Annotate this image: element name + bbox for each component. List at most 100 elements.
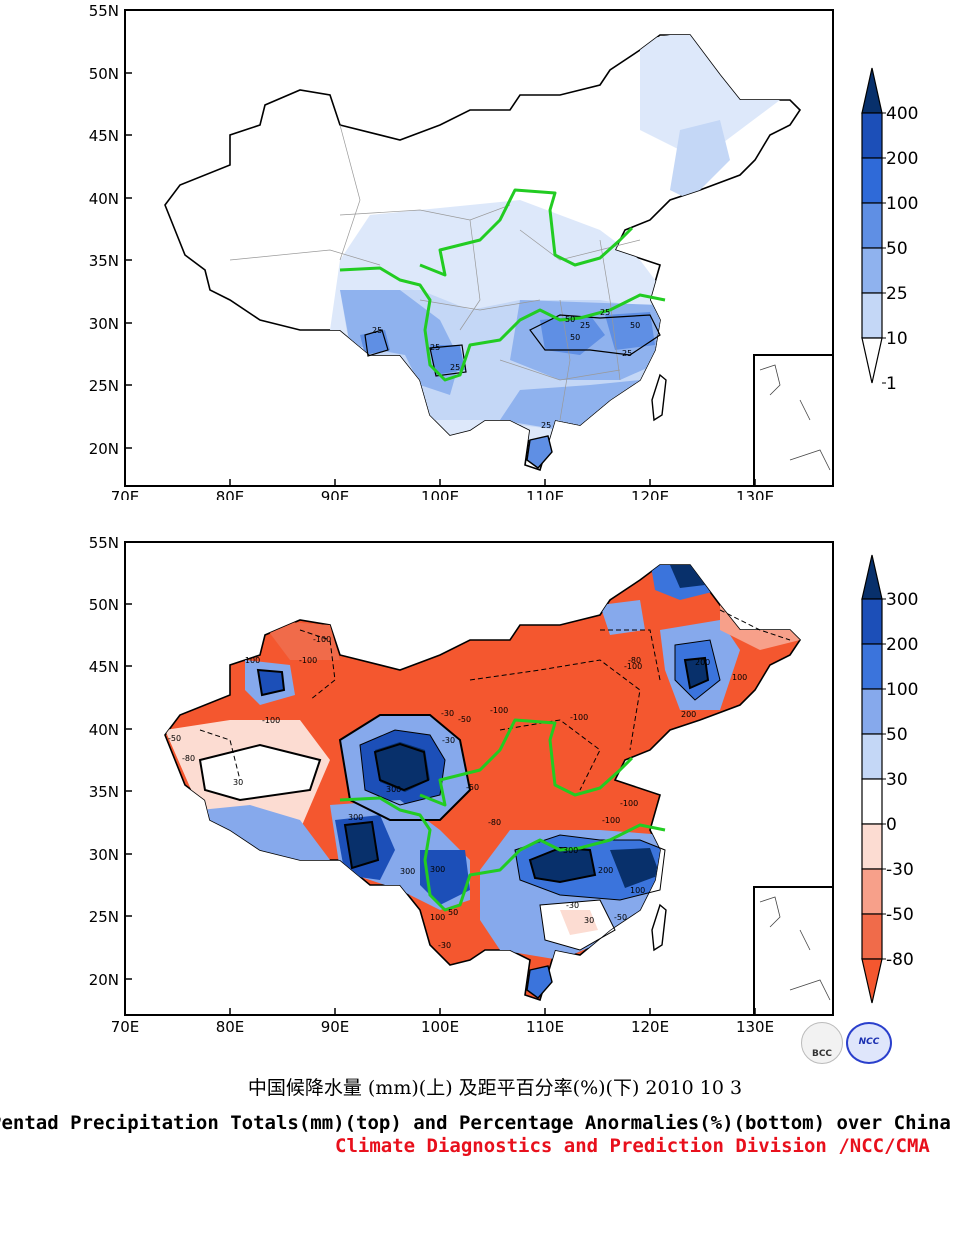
lat-label: 50N [89, 596, 119, 614]
shade-ne-core [685, 658, 708, 688]
lat-label: 55N [89, 534, 119, 552]
contour-label: -50 [614, 913, 627, 922]
colorbar-segment [861, 292, 883, 339]
colorbar-label: 0 [886, 815, 897, 835]
shade-west-white [200, 745, 320, 800]
contour-label: 50 [565, 315, 575, 324]
contour-label: 200 [681, 710, 696, 719]
colorbar-segment [861, 247, 883, 294]
colorbar-top-triangle [861, 554, 883, 600]
colorbar-segment [861, 688, 883, 735]
colorbar-segment [861, 598, 883, 645]
contour-label: -100 [490, 706, 508, 715]
contour-label: -100 [570, 713, 588, 722]
shade-qinghai-core [375, 742, 430, 792]
bottom-contours [198, 639, 721, 951]
shade-xj-nw [260, 620, 340, 660]
contour-label: -30 [566, 901, 579, 910]
ncc-logo: NCC [846, 1022, 892, 1064]
bottom-taiwan [651, 903, 667, 952]
lon-label: 80E [216, 1018, 245, 1036]
lat-label: 40N [89, 721, 119, 739]
top-map-panel: 25 25 25 50 25 25 50 50 25 25 55N 50N 45… [0, 0, 960, 500]
lat-label: 35N [89, 252, 119, 270]
yellow-river [419, 188, 634, 277]
contour-label: 30 [233, 778, 243, 787]
top-lon-axis: 70E 80E 90E 100E 110E 120E 130E [111, 488, 774, 500]
colorbar-bottom-triangle [861, 337, 883, 384]
shade-nw-ne-blue [600, 600, 645, 635]
top-rivers [339, 188, 666, 382]
bottom-hainan [526, 965, 553, 999]
top-inset-islands [759, 364, 831, 471]
colorbar-segment [861, 157, 883, 204]
top-ticks [125, 72, 756, 486]
caption-division: Climate Diagnostics and Prediction Divis… [335, 1135, 930, 1157]
colorbar-label: 1 [886, 374, 897, 394]
colorbar-label: 10 [886, 329, 908, 349]
bottom-map-panel: -100 -100 -100 -50 -80 -100 -30 -50 300 … [0, 530, 960, 1050]
colorbar-label: 50 [886, 239, 908, 259]
colorbar-segment [861, 202, 883, 249]
contour-label: 300 [400, 867, 415, 876]
lat-label: 30N [89, 846, 119, 864]
colorbar-label: 200 [886, 635, 918, 655]
colorbar-segment [861, 913, 883, 960]
lat-label: 50N [89, 65, 119, 83]
shade-tibet-west [200, 805, 330, 860]
lat-label: 25N [89, 908, 119, 926]
yangtze-river [339, 796, 666, 912]
lat-label: 45N [89, 127, 119, 145]
bottom-inset-islands [759, 896, 831, 1001]
contour-label: -30 [442, 736, 455, 745]
top-taiwan [651, 373, 667, 422]
contour-label: 100 [630, 886, 645, 895]
shade-tibet-core [345, 822, 378, 868]
contour-label: -100 [602, 816, 620, 825]
colorbar-segment [861, 868, 883, 915]
colorbar-segment [861, 778, 883, 825]
contour-label: -30 [441, 709, 454, 718]
bottom-contour-labels: -100 -100 -100 -50 -80 -100 -30 -50 300 … [168, 635, 747, 950]
contour-label: -100 [624, 662, 642, 671]
shade-northeast-10 [670, 120, 730, 200]
ncc-logo-text: NCC [858, 1037, 880, 1047]
top-contour-labels: 25 25 25 50 25 25 50 50 25 25 [372, 308, 640, 430]
caption-english: Pentad Precipitation Totals(mm)(top) and… [0, 1112, 951, 1134]
colorbar-label: 30 [886, 770, 908, 790]
colorbar-segment [861, 823, 883, 870]
colorbar-label: -30 [886, 860, 914, 880]
contour-label: 100 [430, 913, 445, 922]
lon-label: 100E [421, 488, 459, 500]
contour-label: 50 [630, 321, 640, 330]
bottom-negative-contours [199, 609, 791, 791]
shade-yunnan [430, 345, 465, 375]
shade-50-east [605, 312, 655, 350]
contour-label: -50 [168, 734, 181, 743]
colorbar-label: 200 [886, 149, 918, 169]
lon-label: 90E [321, 1018, 350, 1036]
contour-label: 300 [386, 785, 401, 794]
bcc-logo: BCC [801, 1022, 843, 1064]
lon-label: 120E [631, 1018, 669, 1036]
shade-yangtze-core-e [610, 848, 660, 888]
bottom-lon-axis: 70E 80E 90E 100E 110E 120E 130E [111, 1018, 774, 1036]
shade-xj-north-core [258, 670, 284, 695]
contour-label: -100 [620, 799, 638, 808]
lat-label: 30N [89, 315, 119, 333]
shade-yangtze-core-w [530, 848, 595, 882]
contour-label: -50 [458, 715, 471, 724]
lat-label: 45N [89, 658, 119, 676]
colorbar-label: 400 [886, 104, 918, 124]
colorbar-label: -80 [886, 950, 914, 970]
yangtze-river [339, 266, 666, 382]
top-province-lines [229, 124, 641, 421]
contour-label: -100 [313, 635, 331, 644]
shade-sw-25 [340, 290, 460, 395]
contour-label: 25 [372, 326, 382, 335]
contour-label: -100 [262, 716, 280, 725]
colorbar-label: 100 [886, 194, 918, 214]
lon-label: 130E [736, 1018, 774, 1036]
contour-label: 25 [600, 308, 610, 317]
